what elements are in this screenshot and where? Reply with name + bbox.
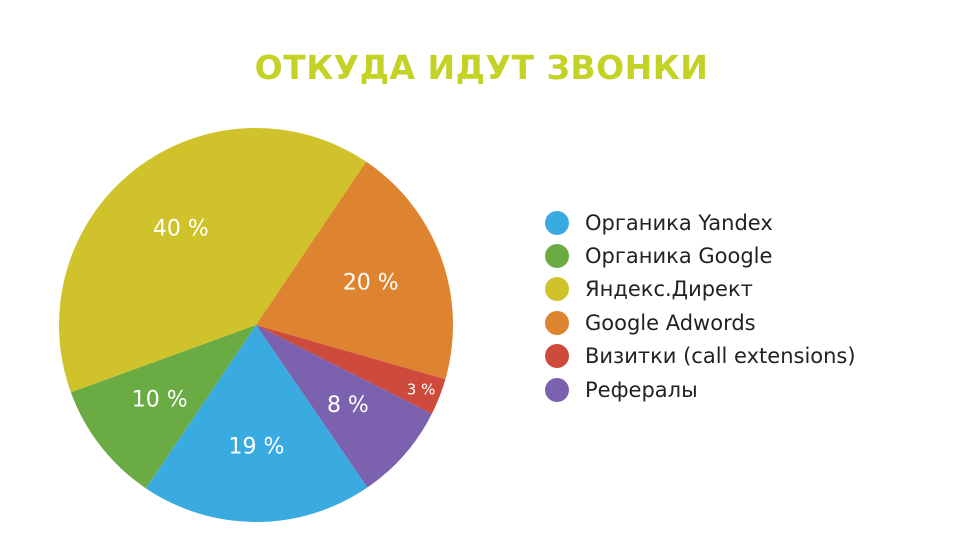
pie-slice-google-adwords <box>256 161 454 380</box>
legend-item-google-adwords: Google Adwords <box>545 306 856 339</box>
chart-title: ОТКУДА ИДУТ ЗВОНКИ <box>254 48 709 87</box>
pie-slice-рефералы <box>256 325 432 488</box>
legend-item-органика-google: Органика Google <box>545 239 856 272</box>
legend-item-визитки-call-extensions: Визитки (call extensions) <box>545 340 856 373</box>
slice-label-google-adwords: 20 % <box>343 271 399 296</box>
legend-label: Рефералы <box>585 377 698 402</box>
slice-label-визитки-call-extensions: 3 % <box>407 381 436 399</box>
legend-swatch <box>545 244 569 269</box>
legend-item-рефералы: Рефералы <box>545 373 856 406</box>
legend-swatch <box>545 210 569 235</box>
legend-label: Визитки (call extensions) <box>585 344 856 369</box>
pie-slice-органика-yandex <box>145 325 368 523</box>
legend-label: Органика Yandex <box>585 210 773 235</box>
legend-label: Органика Google <box>585 244 773 269</box>
legend-swatch <box>545 344 569 369</box>
legend-label: Google Adwords <box>585 310 756 335</box>
legend-item-яндекс-директ: Яндекс.Директ <box>545 273 856 306</box>
pie-slice-органика-google <box>70 325 256 489</box>
legend-item-органика-yandex: Органика Yandex <box>545 206 856 239</box>
pie-slice-яндекс-директ <box>58 128 367 393</box>
slice-label-рефералы: 8 % <box>327 393 369 418</box>
legend-swatch <box>545 277 569 302</box>
slice-label-органика-google: 10 % <box>132 388 188 413</box>
legend-swatch <box>545 310 569 335</box>
pie-slice-визитки-call-extensions <box>256 325 446 414</box>
legend-swatch <box>545 377 569 402</box>
legend: Органика Yandex Органика Google Яндекс.Дир… <box>545 206 856 406</box>
legend-label: Яндекс.Директ <box>585 277 753 302</box>
slice-label-органика-yandex: 19 % <box>228 435 284 460</box>
slice-label-яндекс-директ: 40 % <box>153 216 209 241</box>
